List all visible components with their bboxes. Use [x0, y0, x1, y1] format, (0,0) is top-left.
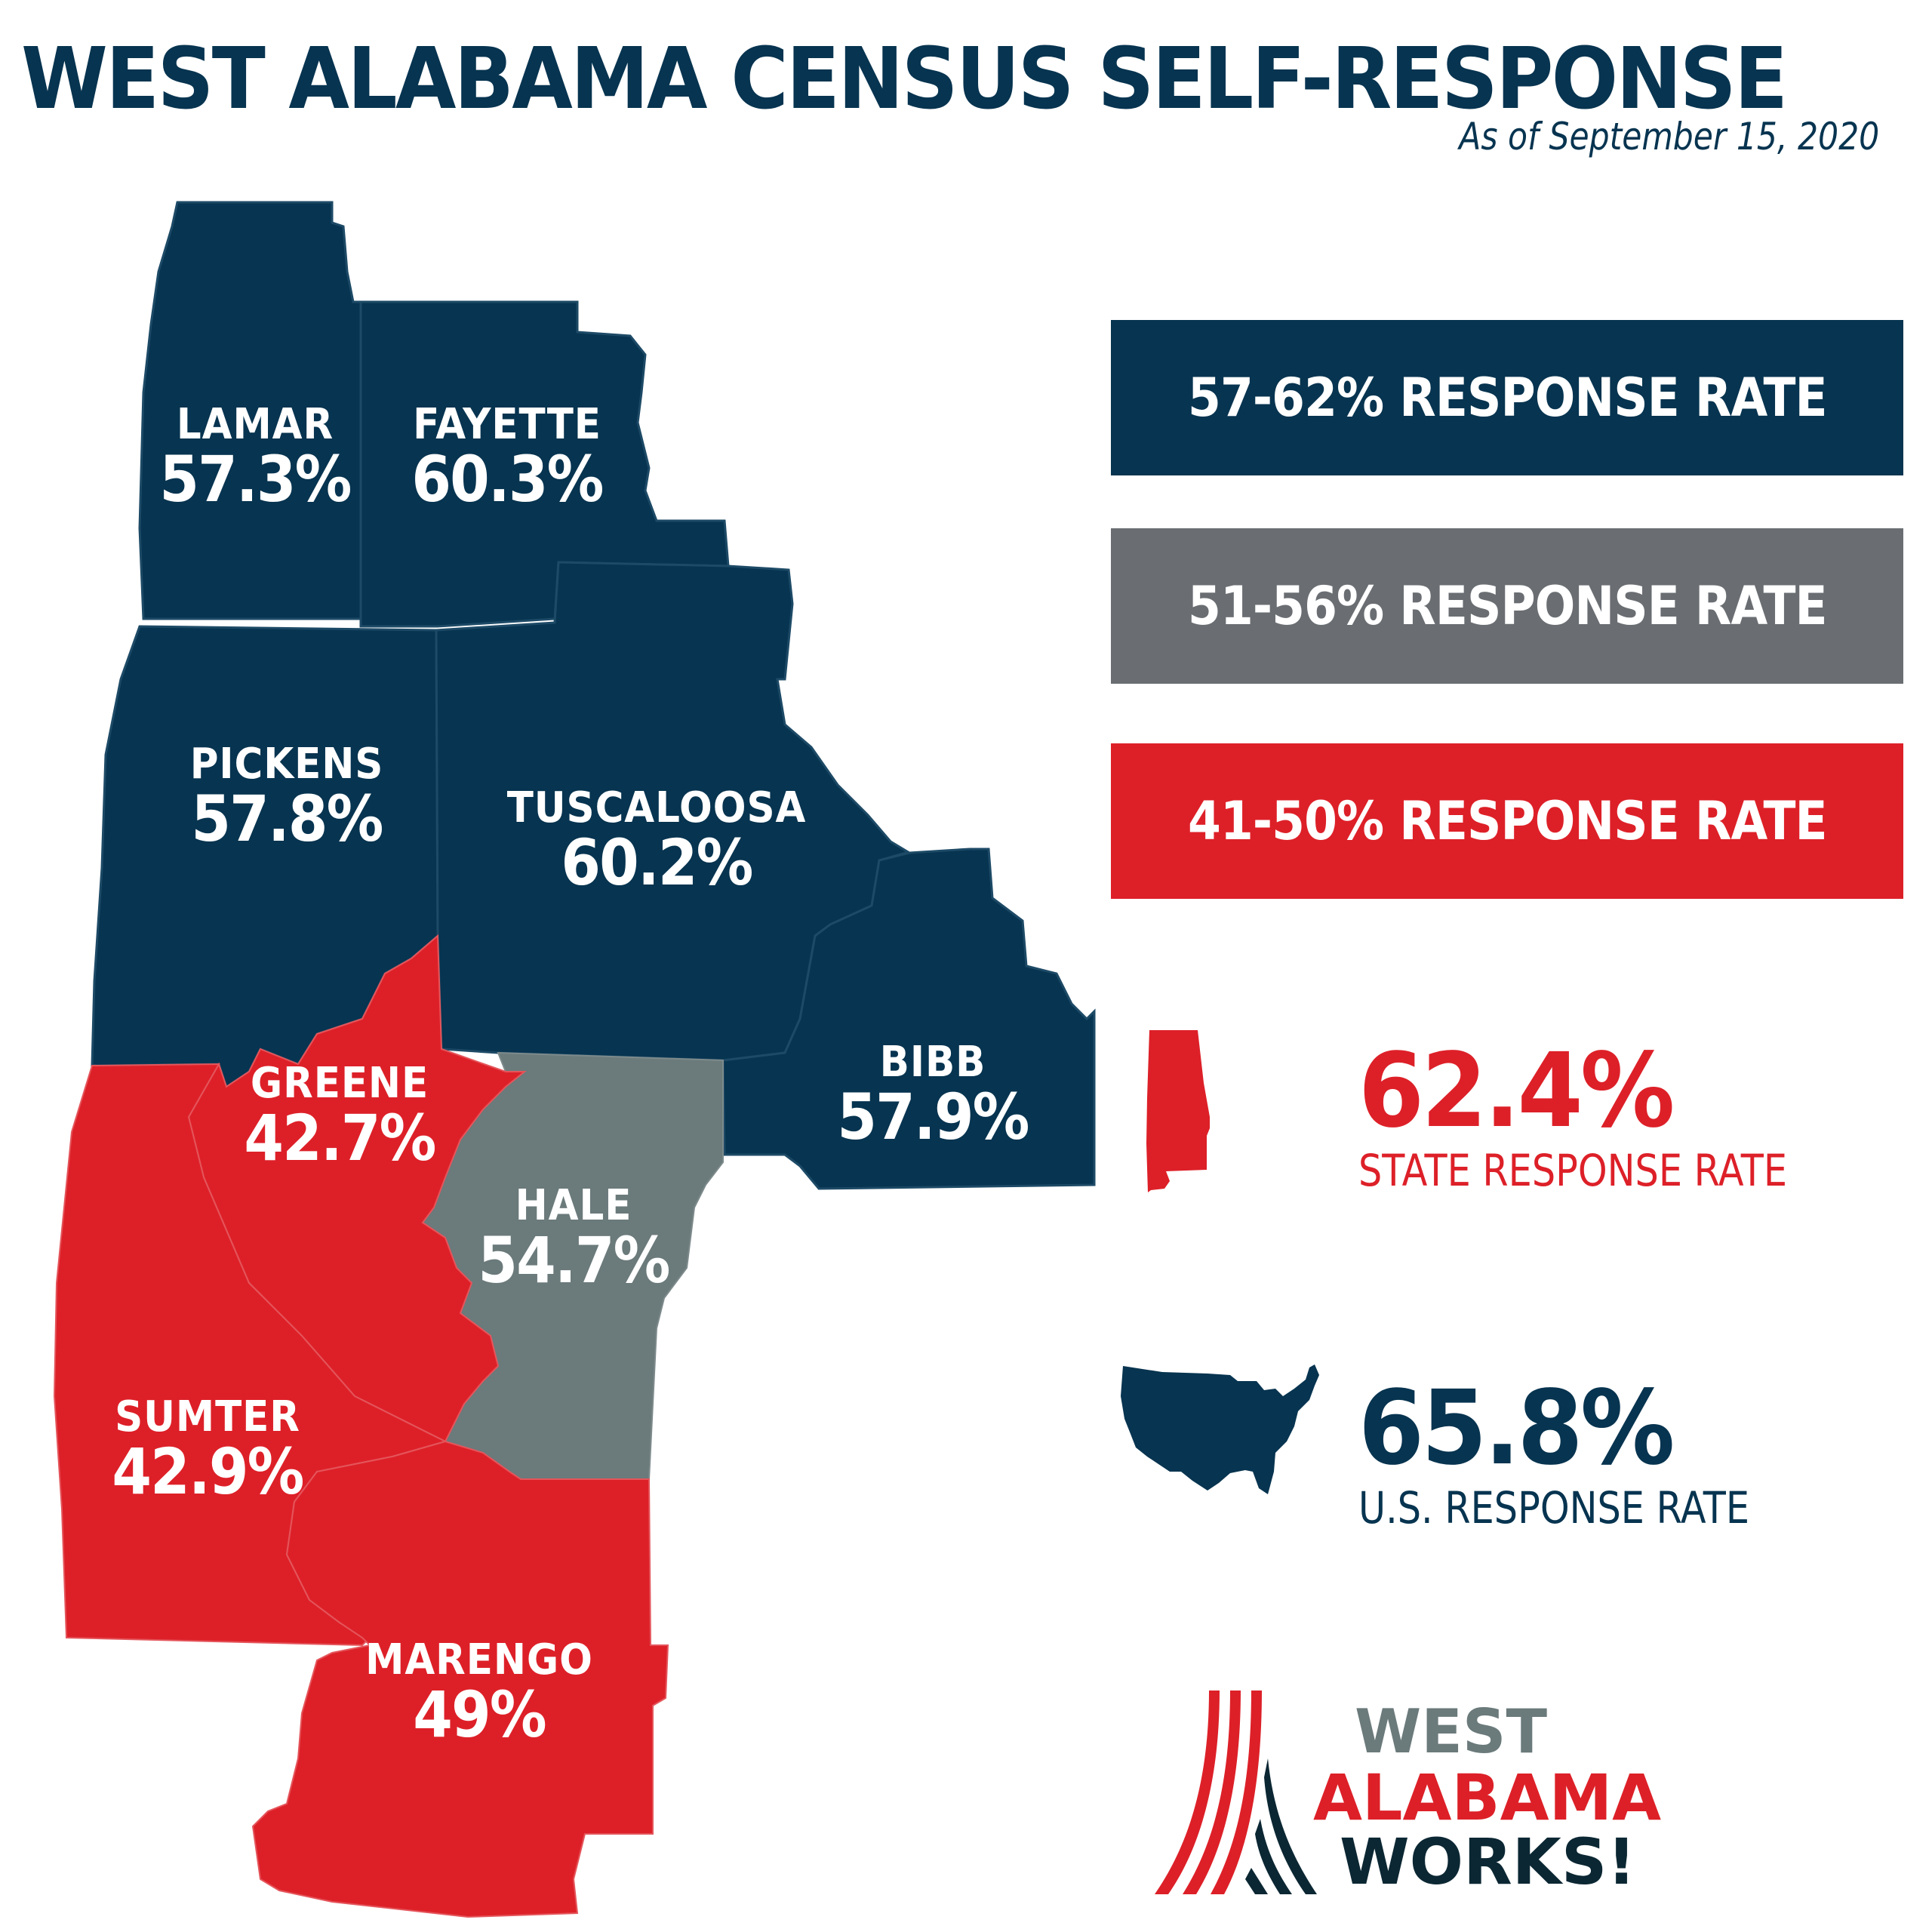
county-name: TUSCALOOSA: [506, 783, 807, 832]
county-label-lamar: LAMAR 57.3%: [149, 400, 361, 516]
county-rate: 57.8%: [191, 782, 383, 856]
county-rate: 57.9%: [837, 1080, 1029, 1154]
county-label-marengo: MARENGO 49%: [355, 1635, 603, 1752]
us-rate-label: U.S. RESPONSE RATE: [1358, 1482, 1750, 1534]
logo-text-works: WORKS!: [1340, 1825, 1636, 1899]
county-label-hale: HALE 54.7%: [467, 1181, 679, 1297]
county-fayette[interactable]: [359, 300, 730, 628]
county-rate: 60.2%: [561, 826, 753, 900]
county-rate: 54.7%: [478, 1223, 670, 1297]
county-rate: 42.9%: [112, 1435, 304, 1509]
state-stat: 62.4% STATE RESPONSE RATE: [1358, 1040, 1863, 1192]
county-name: MARENGO: [365, 1635, 593, 1684]
county-label-pickens: PICKENS 57.8%: [180, 743, 392, 851]
county-rate: 57.3%: [159, 442, 352, 516]
west-alabama-works-logo-icon: [1155, 1690, 1317, 1894]
county-label-fayette: FAYETTE 60.3%: [401, 400, 613, 516]
page-title: WEST ALABAMA CENSUS SELF-RESPONSE: [21, 30, 1788, 128]
county-rate: 42.7%: [244, 1101, 436, 1175]
legend-item-high: 57-62% RESPONSE RATE: [1111, 320, 1903, 475]
date-subtitle: As of September 15, 2020: [1459, 115, 1879, 158]
county-label-bibb: BIBB 57.9%: [826, 1041, 1038, 1149]
county-greene[interactable]: [187, 934, 527, 1443]
state-rate-value: 62.4%: [1358, 1032, 1675, 1151]
county-name: PICKENS: [189, 740, 384, 789]
county-marengo[interactable]: [251, 1440, 669, 1918]
county-name: LAMAR: [176, 400, 334, 449]
county-bibb[interactable]: [721, 848, 1096, 1190]
county-name: BIBB: [879, 1038, 986, 1087]
alabama-state-icon: [1146, 1030, 1210, 1192]
county-label-tuscaloosa: TUSCALOOSA 60.2%: [494, 783, 819, 900]
county-label-sumter: SUMTER 42.9%: [101, 1392, 313, 1509]
legend-label: 51-56% RESPONSE RATE: [1187, 575, 1828, 637]
us-rate-value: 65.8%: [1358, 1369, 1675, 1488]
county-rate: 60.3%: [411, 442, 604, 516]
county-name: SUMTER: [115, 1392, 300, 1441]
county-label-greene: GREENE 42.7%: [233, 1059, 445, 1175]
usa-map-icon: [1121, 1364, 1319, 1494]
legend-label: 57-62% RESPONSE RATE: [1187, 367, 1828, 429]
logo-text-west: WEST: [1355, 1697, 1548, 1767]
county-rate: 49%: [413, 1678, 546, 1752]
us-stat: 65.8% U.S. RESPONSE RATE: [1358, 1377, 1818, 1530]
legend-item-low: 41-50% RESPONSE RATE: [1111, 743, 1903, 899]
legend-item-mid: 51-56% RESPONSE RATE: [1111, 528, 1903, 684]
county-name: GREENE: [250, 1059, 429, 1108]
county-name: FAYETTE: [413, 400, 601, 449]
logo-text-alabama: ALABAMA: [1313, 1761, 1662, 1835]
state-rate-label: STATE RESPONSE RATE: [1358, 1145, 1788, 1196]
county-name: HALE: [515, 1181, 632, 1230]
legend-label: 41-50% RESPONSE RATE: [1187, 790, 1828, 852]
